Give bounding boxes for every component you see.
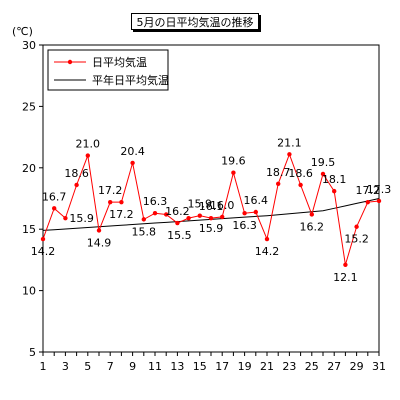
data-point-day-25 xyxy=(309,212,314,217)
x-tick-label-15: 15 xyxy=(193,360,207,373)
y-tick-label-10: 10 xyxy=(22,285,36,298)
x-tick-label-3: 3 xyxy=(62,360,69,373)
x-tick-label-11: 11 xyxy=(148,360,162,373)
data-label-day-16-15: 15.9 xyxy=(199,222,224,235)
data-point-day-21 xyxy=(264,236,270,242)
data-label-day-4-3: 18.6 xyxy=(64,167,89,180)
data-point-day-6 xyxy=(96,228,102,233)
data-point-day-24 xyxy=(298,182,303,188)
data-point-day-8 xyxy=(119,199,124,205)
x-tick-label-25: 25 xyxy=(305,360,319,373)
line-layer xyxy=(40,152,382,268)
data-label-day-13-11: 15.5 xyxy=(167,229,192,242)
data-label-day-3-2: 15.9 xyxy=(69,212,94,225)
data-label-day-17-16: 16.0 xyxy=(210,199,235,212)
data-point-day-9 xyxy=(130,160,135,166)
data-point-day-4 xyxy=(74,182,79,188)
data-label-day-31-30: 17.3 xyxy=(367,183,392,196)
data-label-day-6-5: 14.9 xyxy=(87,236,112,249)
data-label-day-15-13: 15.9 xyxy=(188,198,213,211)
y-tick-label-30: 30 xyxy=(22,39,36,52)
data-point-day-27 xyxy=(332,188,337,194)
legend-daily-marker xyxy=(67,59,73,65)
data-point-day-28 xyxy=(343,262,348,268)
data-label-day-18-17: 19.6 xyxy=(221,155,246,168)
data-label-day-23-22: 21.1 xyxy=(277,136,302,149)
data-point-day-23 xyxy=(287,152,292,157)
data-label-day-2-1: 16.7 xyxy=(42,190,67,203)
data-label-day-20-19: 16.4 xyxy=(244,194,269,207)
data-label-day-13-12: 16.2 xyxy=(165,205,190,218)
y-tick-label-25: 25 xyxy=(22,100,36,113)
data-label-day-7-6: 17.2 xyxy=(98,184,123,197)
data-point-day-22 xyxy=(276,181,281,186)
data-point-day-7 xyxy=(108,199,113,205)
data-label-day-11-10: 16.3 xyxy=(143,195,168,208)
label-layer: 14.216.715.918.621.014.917.217.220.415.8… xyxy=(31,136,392,284)
data-label-day-21-20: 14.2 xyxy=(255,245,280,258)
legend-normal-label: 平年日平均気温 xyxy=(92,73,169,87)
y-tick-label-15: 15 xyxy=(22,223,36,236)
data-label-day-9-8: 20.4 xyxy=(120,145,145,158)
data-label-day-1-0: 14.2 xyxy=(31,245,56,258)
data-label-day-29-28: 15.2 xyxy=(344,233,369,246)
data-point-day-17 xyxy=(220,214,225,220)
data-point-day-10 xyxy=(141,217,146,222)
y-tick-label-5: 5 xyxy=(29,346,36,359)
x-tick-label-5: 5 xyxy=(84,360,91,373)
legend-daily-label: 日平均気温 xyxy=(92,55,147,69)
x-tick-label-29: 29 xyxy=(350,360,364,373)
data-point-day-20 xyxy=(253,209,258,215)
data-point-day-12 xyxy=(164,212,169,217)
data-label-day-26-25: 19.5 xyxy=(311,156,336,169)
x-tick-label-23: 23 xyxy=(282,360,296,373)
data-point-day-1 xyxy=(40,236,46,242)
data-label-day-28-27: 12.1 xyxy=(333,271,358,284)
y-tick-label-20: 20 xyxy=(22,162,36,175)
data-point-day-15 xyxy=(197,213,202,218)
x-tick-label-9: 9 xyxy=(129,360,136,373)
data-label-day-25-24: 16.2 xyxy=(300,220,325,233)
x-tick-label-27: 27 xyxy=(327,360,341,373)
x-tick-label-21: 21 xyxy=(260,360,274,373)
x-tick-label-19: 19 xyxy=(238,360,252,373)
data-label-day-5-4: 21.0 xyxy=(76,138,101,151)
data-point-day-31 xyxy=(376,198,382,204)
data-label-day-22-21: 18.7 xyxy=(266,166,291,179)
data-point-day-26 xyxy=(320,171,326,177)
data-point-day-13 xyxy=(175,220,180,226)
data-point-day-16 xyxy=(208,215,214,221)
chart-title: 5月の日平均気温の推移 xyxy=(131,13,259,30)
data-point-day-18 xyxy=(231,170,236,175)
data-label-day-10-9: 15.8 xyxy=(132,225,157,238)
x-tick-label-17: 17 xyxy=(215,360,229,373)
data-point-day-5 xyxy=(85,153,91,158)
x-tick-label-31: 31 xyxy=(372,360,386,373)
data-label-day-27-26: 18.1 xyxy=(322,173,347,186)
data-label-day-30-29: 17.2 xyxy=(356,184,381,197)
y-axis-label: (℃) xyxy=(12,25,33,38)
data-point-day-3 xyxy=(63,215,68,221)
x-tick-label-13: 13 xyxy=(170,360,184,373)
x-tick-label-7: 7 xyxy=(107,360,114,373)
data-point-day-11 xyxy=(152,211,158,216)
data-label-day-19-18: 16.3 xyxy=(232,219,257,232)
data-label-day-8-7: 17.2 xyxy=(109,208,134,221)
data-point-day-30 xyxy=(365,199,370,205)
data-label-day-24-23: 18.6 xyxy=(288,167,313,180)
x-tick-label-1: 1 xyxy=(40,360,47,373)
legend-box xyxy=(47,49,169,91)
data-point-day-29 xyxy=(354,224,359,229)
data-point-day-2 xyxy=(52,206,57,211)
data-point-day-14 xyxy=(186,215,191,221)
data-label-day-16-14: 16.1 xyxy=(199,200,224,213)
data-point-day-19 xyxy=(242,211,247,216)
